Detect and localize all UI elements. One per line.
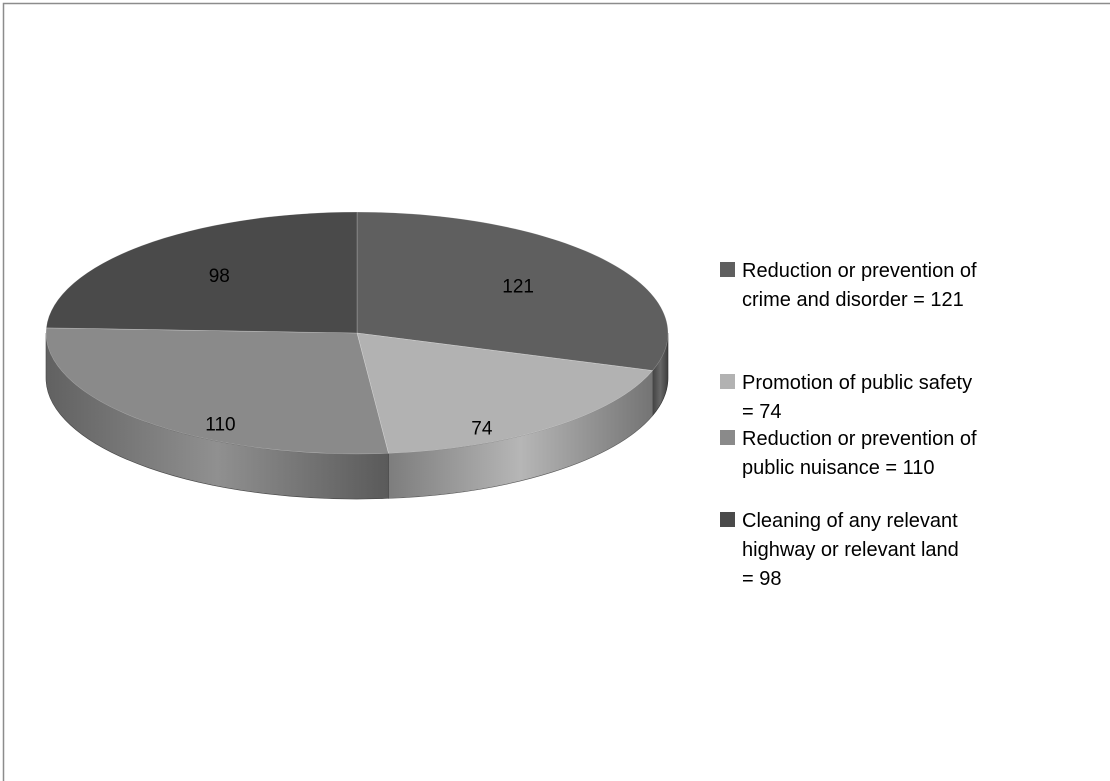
pie-slice-1 (356, 332, 654, 454)
data-label-2: 110 (205, 414, 235, 435)
legend-entry-1: Promotion of public safety = 74 (742, 372, 972, 423)
legend-swatch-1 (720, 374, 735, 389)
data-labels: 121 74 110 98 (205, 266, 534, 439)
data-label-0: 121 (502, 277, 534, 298)
data-label-3: 98 (209, 266, 230, 287)
legend: Reduction or prevention of crime and diso… (720, 260, 977, 590)
legend-entry-3: Cleaning of any relevant highway or relev… (742, 510, 959, 590)
legend-swatch-3 (720, 512, 735, 527)
legend-entry-0: Reduction or prevention of crime and diso… (742, 260, 977, 311)
data-label-1: 74 (471, 418, 493, 439)
legend-swatch-2 (720, 430, 735, 445)
pie-tops (45, 211, 669, 455)
pie-slice-0 (356, 211, 669, 371)
pie-slice-3 (45, 211, 358, 334)
pie-slice-2 (45, 327, 389, 455)
legend-entry-2: Reduction or prevention of public nuisanc… (742, 428, 977, 479)
legend-swatch-0 (720, 262, 735, 277)
